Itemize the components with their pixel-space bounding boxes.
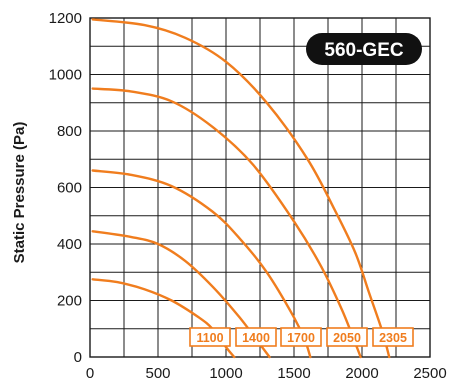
series-line-2050: [91, 87, 362, 359]
rpm-label-box: [189, 327, 231, 347]
y-axis-ticks: 0 200 400 600 800 1000 1200: [49, 10, 82, 366]
x-tick-label: 2500: [413, 365, 446, 382]
series-group: [91, 18, 391, 359]
rpm-label-1700: 1700: [280, 327, 322, 347]
rpm-label-box: [326, 327, 368, 347]
y-tick-label: 0: [74, 349, 82, 366]
rpm-label-1100: 1100: [189, 327, 231, 347]
grid-lines: [89, 17, 431, 358]
y-tick-label: 800: [57, 123, 82, 140]
rpm-label-box: [280, 327, 322, 347]
rpm-label-box: [235, 327, 277, 347]
model-badge-label: 560-GEC: [324, 40, 403, 61]
rpm-label-2305: 2305: [372, 327, 414, 347]
y-tick-label: 400: [57, 236, 82, 253]
x-tick-label: 1500: [277, 365, 310, 382]
x-tick-label: 1000: [209, 365, 242, 382]
rpm-label-text: 2305: [379, 331, 407, 345]
y-tick-label: 1200: [49, 10, 82, 27]
rpm-labels: 1100 1400 1700 2050 2305: [189, 327, 414, 347]
rpm-label-text: 1100: [196, 331, 223, 345]
y-axis-label: Static Pressure (Pa): [11, 122, 28, 264]
rpm-label-1400: 1400: [235, 327, 277, 347]
model-badge-background: [306, 33, 422, 65]
series-line-2305: [91, 18, 391, 359]
plot-frame: [89, 17, 431, 358]
rpm-label-text: 1400: [242, 331, 270, 345]
rpm-label-text: 2050: [333, 331, 361, 345]
x-tick-label: 0: [86, 365, 94, 382]
y-tick-label: 600: [57, 180, 82, 197]
rpm-label-box: [372, 327, 414, 347]
model-badge: 560-GEC: [306, 33, 422, 65]
y-tick-label: 1000: [49, 67, 82, 84]
y-tick-label: 200: [57, 293, 82, 310]
rpm-label-2050: 2050: [326, 327, 368, 347]
x-tick-label: 500: [145, 365, 170, 382]
x-tick-label: 2000: [345, 365, 378, 382]
x-axis-ticks: 0 500 1000 1500 2000 2500: [86, 365, 447, 382]
rpm-label-text: 1700: [287, 331, 315, 345]
